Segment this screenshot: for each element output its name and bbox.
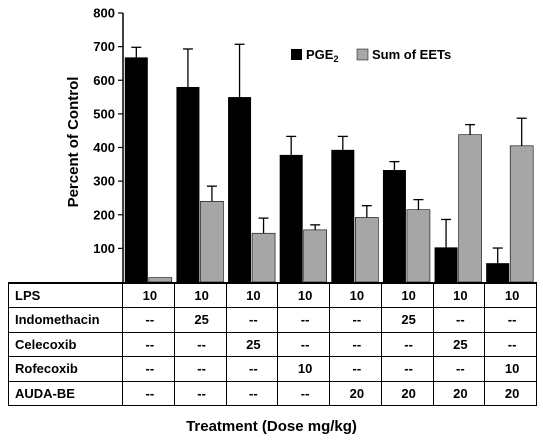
table-cell: -- [197, 385, 206, 401]
table-cell: 10 [142, 288, 158, 303]
y-tick-label: 100 [93, 241, 115, 256]
table-cell: -- [300, 385, 310, 401]
bar-pge2 [228, 97, 252, 282]
table-row-label: AUDA-BE [15, 385, 75, 401]
table-cell: 20 [453, 385, 468, 401]
table-cell: -- [300, 312, 310, 328]
table-cell: 10 [246, 288, 261, 303]
table-row: Celecoxib -- -- 25 -- -- -- 25 -- [9, 331, 536, 355]
legend-label-pge2: PGE2 [306, 47, 338, 64]
table-column-divider [380, 283, 382, 405]
table-cell: -- [145, 336, 155, 352]
bar-eets [200, 201, 224, 283]
y-tick-label: 800 [93, 6, 115, 21]
table-cell: 10 [453, 288, 468, 303]
table-column-divider [122, 283, 123, 405]
legend: PGE2 Sum of EETs [291, 47, 451, 64]
table-column-divider [277, 283, 279, 405]
table-cell: -- [145, 385, 155, 401]
table-cell: -- [456, 312, 465, 328]
table-column-divider [484, 283, 486, 405]
bar-eets [406, 209, 431, 283]
y-tick-label: 700 [93, 39, 115, 54]
table-cell: -- [352, 336, 362, 352]
table-cell: 10 [401, 288, 416, 303]
table-cell: -- [145, 361, 155, 377]
x-axis-title: Treatment (Dose mg/kg) [186, 418, 357, 435]
treatment-table: LPS 10 10 10 10 10 10 10 10 Indomethacin -- 25 -- -- -… [8, 282, 537, 406]
legend-swatch-eets [356, 48, 369, 61]
legend-label-eets: Sum of EETs [372, 47, 451, 62]
table-cell: 10 [504, 288, 520, 303]
bar-eets [251, 232, 276, 283]
table-column-divider [225, 283, 227, 405]
bar-eets [303, 229, 327, 283]
bar-eets [355, 217, 379, 283]
table-cell: 25 [194, 312, 209, 328]
table-row: Indomethacin -- 25 -- -- -- 25 -- -- [9, 307, 536, 330]
table-column-divider [173, 283, 175, 405]
bar-pge2 [279, 154, 303, 282]
table-row-label: Celecoxib [15, 336, 77, 352]
bar-pge2 [486, 263, 510, 282]
table-cell: 20 [504, 385, 520, 401]
table-column-divider [329, 283, 330, 405]
table-column-divider [432, 283, 434, 405]
y-tick-label: 500 [93, 106, 115, 121]
y-axis-title: Percent of Control [65, 77, 82, 208]
legend-swatch-pge2 [291, 49, 302, 60]
table-cell: 20 [401, 385, 416, 401]
table-cell: -- [197, 361, 206, 377]
table-cell: 10 [194, 288, 209, 303]
table-cell: 10 [297, 361, 313, 377]
table-cell: 10 [349, 288, 365, 303]
table-cell: -- [249, 361, 258, 377]
table-cell: 25 [246, 336, 261, 352]
bar-pge2 [434, 247, 458, 282]
table-row: AUDA-BE -- -- -- -- 20 20 20 20 [9, 380, 536, 404]
table-cell: -- [404, 361, 413, 377]
bar-pge2 [331, 149, 355, 282]
table-cell: 10 [504, 361, 520, 377]
table-cell: 20 [349, 385, 365, 401]
bar-eets [458, 134, 482, 283]
table-cell: -- [145, 312, 155, 328]
table-row: LPS 10 10 10 10 10 10 10 10 [9, 283, 536, 306]
y-tick-label: 400 [93, 140, 115, 155]
table-row-label: Indomethacin [15, 312, 100, 328]
table-cell: -- [249, 385, 258, 401]
table-cell: -- [249, 312, 258, 328]
table-cell: 10 [297, 288, 313, 303]
y-tick-label: 200 [93, 207, 115, 222]
table-cell: -- [404, 336, 413, 352]
bar-pge2 [176, 86, 200, 282]
table-cell: 25 [401, 312, 416, 328]
y-tick-label: 600 [93, 73, 115, 88]
table-row-label: LPS [15, 288, 41, 303]
table-cell: -- [507, 312, 517, 328]
bar-pge2 [382, 170, 406, 282]
table-cell: -- [197, 336, 206, 352]
bar-chart: 100 200 300 400 500 600 700 800 Percent of Cont… [65, 6, 534, 283]
table-cell: -- [456, 361, 465, 377]
table-cell: 25 [453, 336, 468, 352]
table-cell: -- [507, 336, 517, 352]
table-cell: -- [352, 312, 362, 328]
y-tick-label: 300 [93, 174, 115, 189]
bar-pge2 [124, 57, 148, 283]
table-row-label: Rofecoxib [15, 361, 78, 377]
bar-eets [509, 145, 534, 283]
table-cell: -- [300, 336, 310, 352]
table-row: Rofecoxib -- -- -- 10 -- -- -- 10 [9, 356, 536, 379]
table-cell: -- [352, 361, 362, 377]
